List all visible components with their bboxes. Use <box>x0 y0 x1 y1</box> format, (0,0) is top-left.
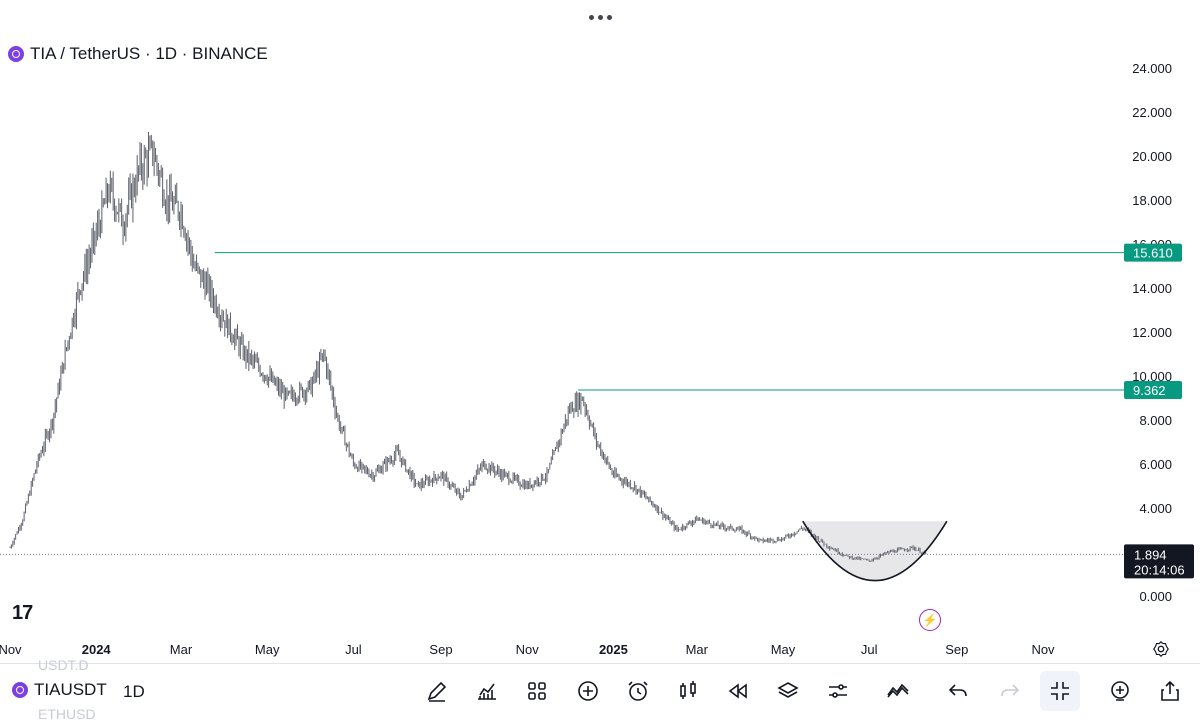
y-tick-label: 4.000 <box>1139 501 1172 516</box>
candles-icon[interactable] <box>673 676 703 706</box>
layers-icon[interactable] <box>773 676 803 706</box>
level-price-tag <box>1124 243 1182 262</box>
tia-coin-icon <box>8 46 24 62</box>
y-tick-label: 6.000 <box>1139 457 1172 472</box>
cup-curve <box>802 520 948 582</box>
current-price-tag <box>1124 544 1194 579</box>
x-tick-label: Jul <box>861 642 878 657</box>
y-tick-label: 22.000 <box>1132 105 1172 120</box>
alarm-icon[interactable] <box>623 676 653 706</box>
level-price-label: 15.610 <box>1133 246 1173 261</box>
interval-selector[interactable]: 1D <box>123 682 145 701</box>
redo-icon[interactable] <box>995 676 1025 706</box>
x-tick-label: Sep <box>945 642 968 657</box>
symbol-label: TIAUSDT <box>34 680 107 699</box>
x-tick-label: Mar <box>686 642 709 657</box>
share-icon[interactable] <box>1155 676 1185 706</box>
lightning-icon[interactable]: ⚡ <box>919 609 941 631</box>
symbol-title: TIA / TetherUS · 1D · BINANCE <box>30 44 268 63</box>
settings-sliders-icon[interactable] <box>823 676 853 706</box>
undo-icon[interactable] <box>943 676 973 706</box>
x-tick-label: 2024 <box>82 642 112 657</box>
bottom-toolbar <box>0 663 1200 721</box>
compare-icon[interactable] <box>883 676 913 706</box>
collapse-icon[interactable] <box>1040 671 1080 711</box>
x-tick-label: Sep <box>429 642 452 657</box>
layout-grid-icon[interactable] <box>522 676 552 706</box>
countdown-label: 20:14:06 <box>1134 562 1185 577</box>
price-chart[interactable]: 24.00022.00020.00018.00016.00014.00012.0… <box>0 0 1200 663</box>
add-alert-icon[interactable] <box>1105 676 1135 706</box>
y-tick-label: 0.000 <box>1139 589 1172 604</box>
y-tick-label: 18.000 <box>1132 193 1172 208</box>
gear-icon[interactable] <box>1152 640 1170 658</box>
x-tick-label: Jul <box>345 642 362 657</box>
add-icon[interactable] <box>573 676 603 706</box>
tradingview-logo: 17 <box>12 602 33 624</box>
x-tick-label: 2025 <box>599 642 628 657</box>
draw-tool-icon[interactable] <box>422 676 452 706</box>
level-price-tag <box>1124 381 1182 400</box>
y-tick-label: 8.000 <box>1139 413 1172 428</box>
indicators-icon[interactable] <box>472 676 502 706</box>
symbol-selector[interactable]: TIAUSDT <box>12 680 107 700</box>
more-dots-icon[interactable] <box>586 10 614 24</box>
x-tick-label: May <box>255 642 280 657</box>
x-tick-label: Nov <box>0 642 22 657</box>
x-tick-label: Mar <box>170 642 193 657</box>
x-tick-label: Nov <box>1031 642 1055 657</box>
replay-icon[interactable] <box>723 676 753 706</box>
y-tick-label: 10.000 <box>1132 369 1172 384</box>
watchlist-next-symbol[interactable]: ETHUSD <box>38 706 96 722</box>
x-tick-label: Nov <box>516 642 540 657</box>
y-tick-label: 12.000 <box>1132 325 1172 340</box>
level-price-label: 9.362 <box>1133 383 1166 398</box>
y-tick-label: 14.000 <box>1132 281 1172 296</box>
current-price-label: 1.894 <box>1134 547 1167 562</box>
y-tick-label: 24.000 <box>1132 61 1172 76</box>
watchlist-prev-symbol[interactable]: USDT.D <box>38 657 89 673</box>
chart-title[interactable]: TIA / TetherUS · 1D · BINANCE <box>8 44 268 64</box>
tia-coin-icon <box>12 682 28 698</box>
y-tick-label: 20.000 <box>1132 149 1172 164</box>
x-tick-label: May <box>771 642 796 657</box>
